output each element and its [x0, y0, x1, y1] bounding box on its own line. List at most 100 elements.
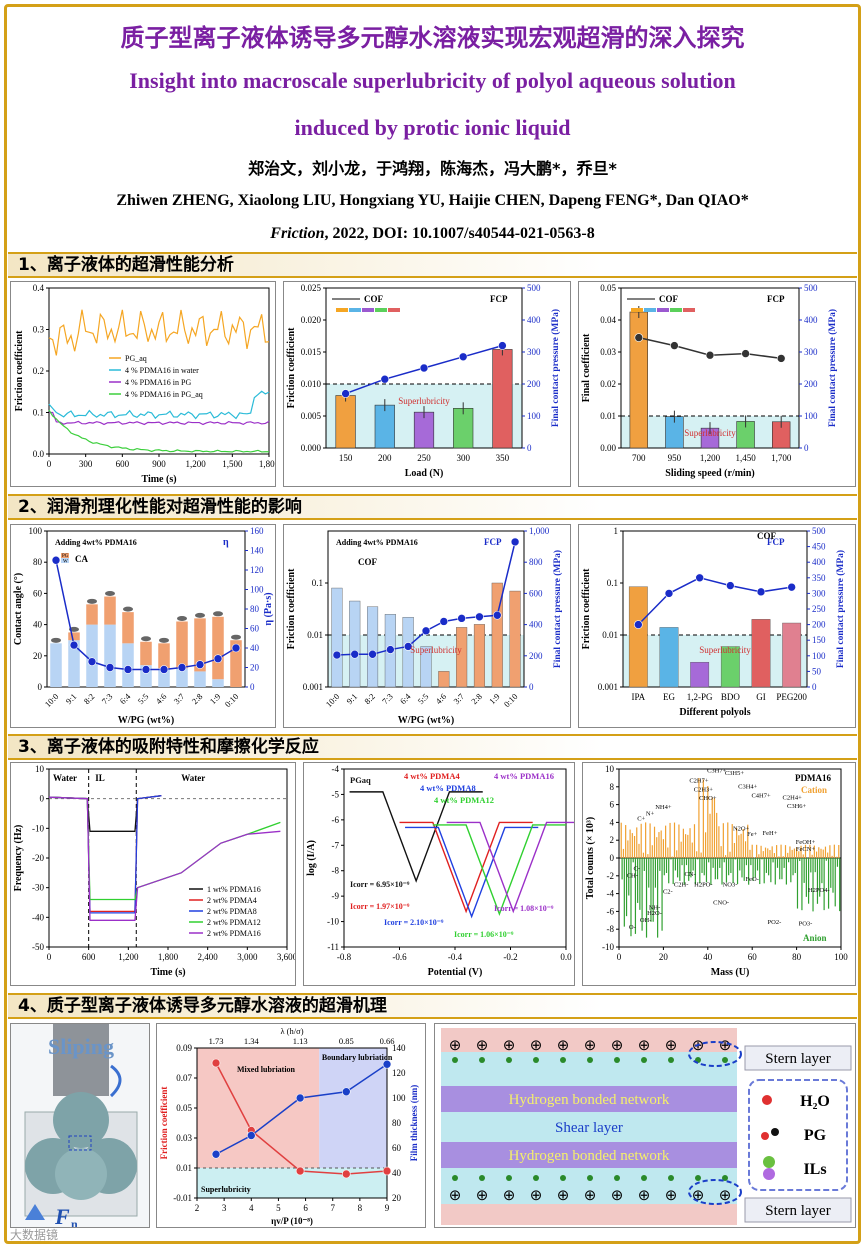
- y-tick-label: -20: [32, 853, 44, 863]
- y2-tick-label: 40: [250, 643, 260, 653]
- x-tick-label: 9:1: [344, 691, 359, 706]
- axis-label: Friction coefficient: [286, 327, 297, 408]
- y2-tick-label: 800: [529, 557, 543, 567]
- peak-annotation: OH-: [640, 917, 652, 924]
- series-line: [48, 795, 162, 832]
- bar: [690, 661, 710, 688]
- y-tick-label: 4: [610, 817, 615, 827]
- fcp-line: [637, 577, 792, 626]
- y-tick-label: -8: [332, 866, 340, 876]
- peak-annotation: C3H7+: [707, 768, 727, 775]
- legend-swatch: [388, 308, 400, 312]
- series-line: [48, 795, 162, 913]
- fcp-point: [787, 582, 796, 592]
- cation-symbol: ⊕: [476, 1188, 489, 1204]
- highlight-ellipse: [688, 1041, 742, 1067]
- x-tick-label: 1,200: [118, 952, 139, 962]
- fcp-point: [332, 650, 342, 660]
- rotation-arrow: [109, 1064, 122, 1098]
- x-tick-label: 300: [79, 459, 93, 469]
- bar: [402, 616, 414, 688]
- fcp-label: FCP: [484, 537, 502, 547]
- journal-name: Friction: [270, 225, 325, 242]
- bar-pg: [86, 604, 98, 625]
- series-line: [48, 309, 270, 356]
- series-line: [48, 390, 270, 420]
- x-tick-label: -0.2: [503, 952, 517, 962]
- y2-tick-label: 140: [392, 1043, 406, 1053]
- anion-dot: [506, 1175, 512, 1181]
- x-tick-label: 200: [378, 453, 392, 463]
- axis-label: Final contact pressure (MPa): [835, 550, 846, 668]
- x-tick-label: 300: [456, 453, 470, 463]
- x-tick-label: 8:2: [362, 691, 377, 706]
- droplet-icon: [231, 634, 241, 640]
- x-tick-label: 7: [330, 1203, 335, 1213]
- y2-tick-label: 400: [527, 315, 541, 325]
- top-tick-label: 0.66: [380, 1036, 395, 1046]
- y-tick-label: 0.3: [33, 325, 45, 335]
- series-label: PGaq: [350, 775, 371, 785]
- anion-dot: [587, 1175, 593, 1181]
- cation-symbol: ⊕: [503, 1038, 516, 1054]
- top-tick-label: 1.13: [293, 1036, 308, 1046]
- eta-point: [141, 665, 151, 674]
- y2-tick-label: 40: [392, 1168, 402, 1178]
- y2-tick-label: 20: [250, 663, 260, 673]
- diagram-4a-four-ball: Sliping F n: [10, 1023, 150, 1228]
- axis-label: Different polyols: [679, 707, 750, 718]
- force-label: F: [54, 1204, 70, 1228]
- legend-w-swatch: [61, 558, 69, 563]
- cation-symbol: ⊕: [665, 1188, 678, 1204]
- anion-dot: [668, 1057, 674, 1063]
- top-tick-label: 1.73: [209, 1036, 224, 1046]
- bar: [509, 590, 521, 688]
- y2-tick-label: 200: [804, 379, 818, 389]
- eta-point: [213, 654, 223, 664]
- film-point: [341, 1087, 351, 1097]
- fcp-point: [776, 354, 786, 363]
- cof-label: COF: [358, 557, 378, 567]
- eta-point: [105, 663, 115, 672]
- contact-zoom-box: [68, 1135, 92, 1151]
- y-tick-label: -11: [327, 942, 339, 952]
- anion-dot: [614, 1057, 620, 1063]
- y-tick-label: -10: [602, 942, 614, 952]
- x-tick-label: 0.0: [560, 952, 572, 962]
- legend-swatch: [657, 308, 669, 312]
- x-tick-label: 0:10: [502, 691, 520, 709]
- axis-label: Final coefficient: [581, 333, 592, 402]
- axis-label: W/PG (wt%): [398, 715, 454, 726]
- y-tick-label: 0.2: [33, 366, 44, 376]
- y-tick-label: 0.1: [33, 408, 44, 418]
- y-tick-label: 0.025: [301, 283, 322, 293]
- legend-pg: PG: [804, 1127, 827, 1144]
- x-tick-label: 1,450: [735, 453, 756, 463]
- cof-label: COF: [659, 294, 679, 304]
- y-tick-label: 100: [29, 526, 43, 536]
- x-tick-label: 9: [385, 1203, 390, 1213]
- peak-annotation: C3H4+: [738, 784, 758, 791]
- x-tick-label: 5:5: [416, 691, 431, 706]
- y-tick-label: -8: [607, 924, 615, 934]
- x-tick-label: -0.8: [337, 952, 352, 962]
- fcp-point: [634, 620, 643, 629]
- bar: [491, 582, 503, 688]
- x-tick-label: 1,200: [700, 453, 721, 463]
- y-tick-label: -40: [32, 912, 44, 922]
- y-tick-label: 0.005: [301, 411, 322, 421]
- anion-dot: [452, 1057, 458, 1063]
- icorr-label: Icorr = 1.08×10⁻⁹: [494, 904, 554, 913]
- x-tick-label: 3,600: [277, 952, 296, 962]
- h2o-icon: [762, 1095, 772, 1105]
- y-tick-label: 0.0: [33, 449, 45, 459]
- x-tick-label: 7:3: [100, 691, 115, 706]
- fcp-point: [634, 333, 644, 342]
- series-label: 4 wt% PDMA4: [404, 771, 460, 781]
- y2-tick-label: 0: [804, 443, 809, 453]
- x-tick-label: 5:5: [136, 691, 151, 706]
- anion-dot: [722, 1057, 728, 1063]
- y-tick-label: 0.010: [301, 379, 322, 389]
- y-tick-label: 0.01: [602, 630, 618, 640]
- anion-dot: [695, 1175, 701, 1181]
